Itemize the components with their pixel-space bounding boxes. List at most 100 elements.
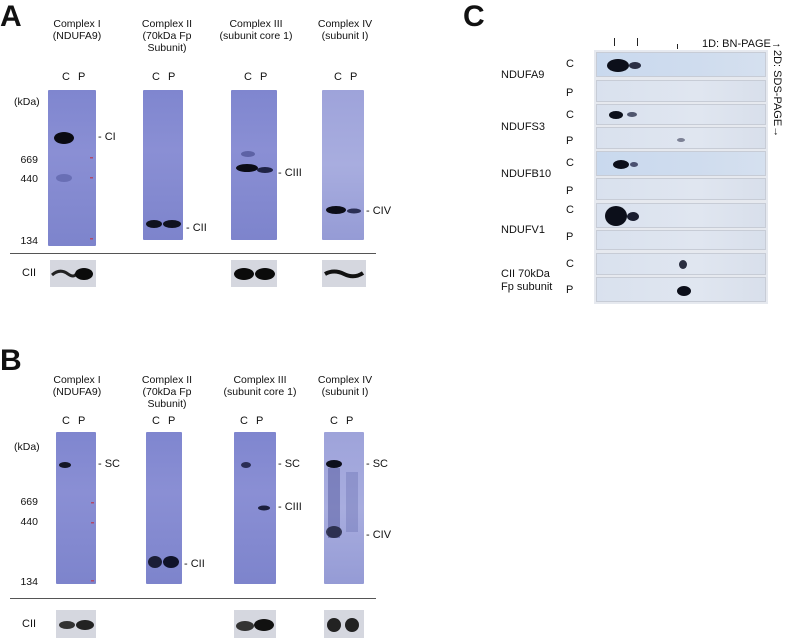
- lane-p-label: P: [168, 71, 176, 83]
- axis-2d-label: 2D: SDS-PAGE→: [771, 50, 783, 138]
- lane-c-label: C: [240, 415, 248, 427]
- band-label-sc: - SC: [98, 458, 120, 470]
- protein-spot: [679, 260, 687, 269]
- lane-p-label: P: [260, 71, 268, 83]
- row-p-label: P: [566, 231, 574, 243]
- row-c-label: C: [566, 204, 574, 216]
- panel-a-header-complex-iv: Complex IV (subunit I): [310, 18, 380, 42]
- blot-bands: [146, 220, 181, 228]
- protein-spot: [677, 138, 685, 142]
- protein-spot: [630, 162, 638, 167]
- blot-bands: [54, 132, 93, 240]
- protein-spot: [629, 62, 641, 69]
- blot-complex-i: [56, 432, 96, 584]
- lane-c-label: C: [62, 71, 70, 83]
- protein-spot: [627, 212, 639, 221]
- protein-spot: [607, 59, 629, 72]
- loading-control-label: CII: [22, 267, 37, 279]
- protein-label-ndufa9: NDUFA9: [501, 69, 545, 81]
- protein-spot: [627, 112, 637, 117]
- blot-bands: [59, 462, 94, 582]
- panel-b-header-complex-i: Complex I (NDUFA9): [42, 374, 112, 398]
- protein-spot: [677, 286, 691, 296]
- gel-row-cii-c: [596, 253, 766, 275]
- header-line: (NDUFA9): [52, 386, 102, 398]
- lane-p-label: P: [256, 415, 264, 427]
- panel-a-header-complex-iii: Complex III (subunit core 1): [208, 18, 304, 42]
- loading-bands: [234, 268, 275, 280]
- protein-label-ndufb10: NDUFB10: [501, 168, 552, 180]
- gel-row-ndufv1-c: [596, 203, 766, 228]
- axis-1d-label: 1D: BN-PAGE→: [702, 38, 782, 50]
- protein-label-cii-line1: CII 70kDa: [501, 268, 550, 280]
- panel-a-separator: [10, 253, 376, 254]
- blot-bands: [326, 206, 361, 214]
- row-c-label: C: [566, 109, 574, 121]
- protein-label-cii-line2: Fp subunit: [501, 281, 553, 293]
- gel-row-ndufb10-p: [596, 178, 766, 200]
- row-p-label: P: [566, 87, 574, 99]
- band-label-cii: - CII: [186, 222, 207, 234]
- panel-b-header-complex-iv: Complex IV (subunit I): [310, 374, 380, 398]
- gel-row-ndufs3-c: [596, 104, 766, 125]
- panel-a-letter: A: [0, 0, 22, 33]
- panel-b-separator: [10, 598, 376, 599]
- loading-strip: [231, 260, 277, 287]
- header-line: Complex II: [141, 18, 193, 30]
- blot-complex-ii: [146, 432, 182, 584]
- panel-b-letter: B: [0, 344, 22, 377]
- header-line: (subunit I): [321, 30, 369, 42]
- gel-row-ndufs3-p: [596, 127, 766, 149]
- loading-bands: [59, 620, 94, 630]
- protein-label-ndufs3: NDUFS3: [501, 121, 546, 133]
- blot-bands: [148, 556, 179, 568]
- header-line: Complex IV: [317, 18, 373, 30]
- loading-bands: [324, 269, 365, 279]
- lane-c-label: C: [334, 71, 342, 83]
- header-line: (NDUFA9): [52, 30, 102, 42]
- header-line: Complex I: [53, 374, 101, 386]
- lane-tick: [614, 38, 615, 46]
- loading-strip: [50, 260, 96, 287]
- header-line: (70kDa Fp: [142, 30, 192, 42]
- lane-tick: [637, 38, 638, 46]
- kda-unit-label: (kDa): [14, 441, 40, 453]
- marker-440: 440: [20, 516, 38, 528]
- band-label-civ: - CIV: [366, 205, 392, 217]
- blot-bands: [236, 151, 273, 173]
- panel-c-letter: C: [463, 0, 485, 33]
- loading-bands: [327, 618, 359, 632]
- row-c-label: C: [566, 258, 574, 270]
- lane-p-label: P: [78, 415, 86, 427]
- blot-complex-iv: [324, 432, 364, 584]
- panel-b-header-complex-ii: Complex II (70kDa Fp Subunit): [132, 374, 202, 410]
- header-line: Subunit): [147, 42, 187, 54]
- gel-row-ndufa9-p: [596, 80, 766, 102]
- marker-440: 440: [20, 173, 38, 185]
- loading-strip: [234, 610, 276, 638]
- marker-134: 134: [20, 235, 38, 247]
- marker-134: 134: [20, 576, 38, 588]
- row-p-label: P: [566, 284, 574, 296]
- header-line: (70kDa Fp: [142, 386, 192, 398]
- gel-row-ndufv1-p: [596, 230, 766, 250]
- lane-p-label: P: [346, 415, 354, 427]
- loading-strip: [322, 260, 366, 287]
- blot-complex-i: [48, 90, 96, 246]
- lane-tick: [677, 44, 678, 49]
- header-line: Complex III: [233, 374, 287, 386]
- band-label-ciii: - CIII: [278, 501, 302, 513]
- blot-complex-ii: [143, 90, 183, 240]
- header-line: (subunit core 1): [219, 30, 293, 42]
- panel-b-header-complex-iii: Complex III (subunit core 1): [212, 374, 308, 398]
- row-c-label: C: [566, 58, 574, 70]
- loading-strip: [324, 610, 364, 638]
- gel-row-ndufb10-c: [596, 151, 766, 176]
- blot-complex-iii: [231, 90, 277, 240]
- lane-c-label: C: [244, 71, 252, 83]
- blot-bands: [326, 460, 358, 538]
- band-label-sc: - SC: [366, 458, 388, 470]
- lane-c-label: C: [152, 71, 160, 83]
- row-c-label: C: [566, 157, 574, 169]
- loading-control-label: CII: [22, 618, 37, 630]
